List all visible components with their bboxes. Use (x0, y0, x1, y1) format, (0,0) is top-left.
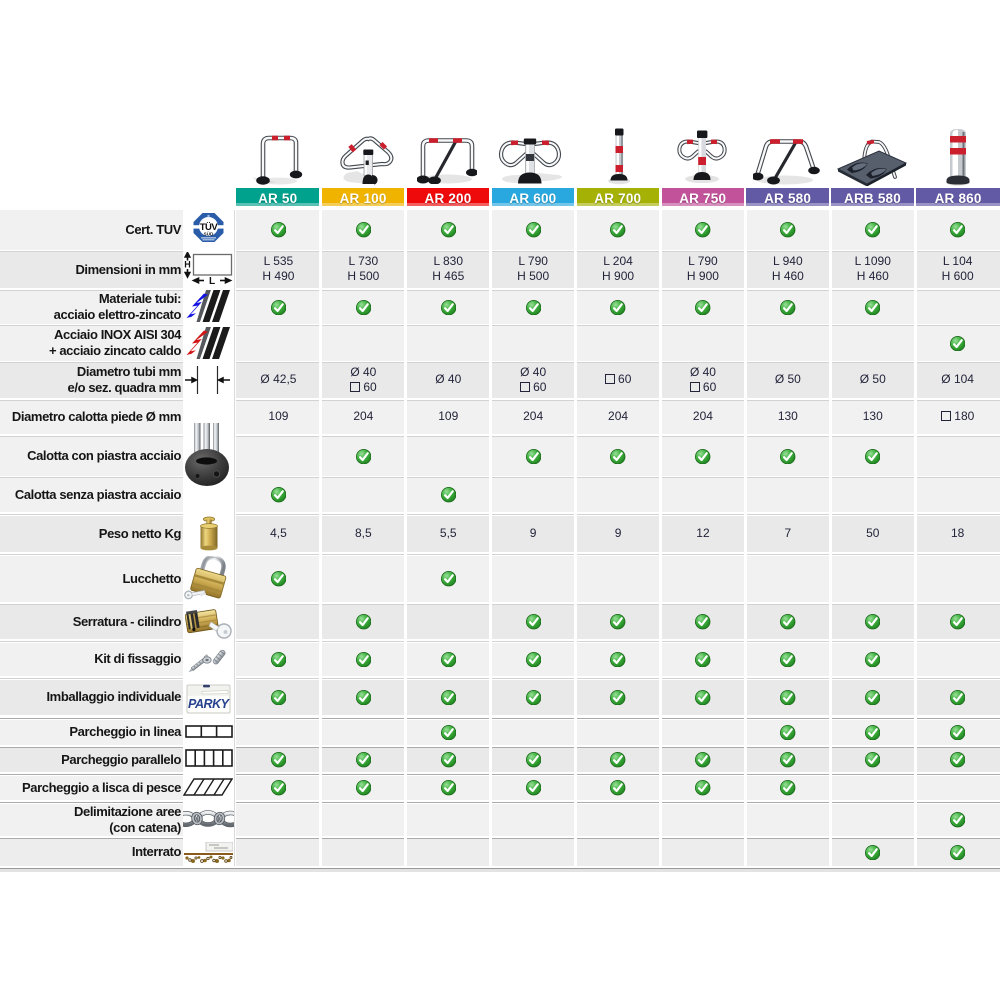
svg-text:SÜD: SÜD (204, 230, 214, 236)
svg-text:TÜV: TÜV (200, 222, 219, 233)
svg-text:H: H (184, 260, 191, 270)
svg-text:PARKY: PARKY (188, 697, 231, 711)
svg-text:L: L (209, 276, 215, 285)
